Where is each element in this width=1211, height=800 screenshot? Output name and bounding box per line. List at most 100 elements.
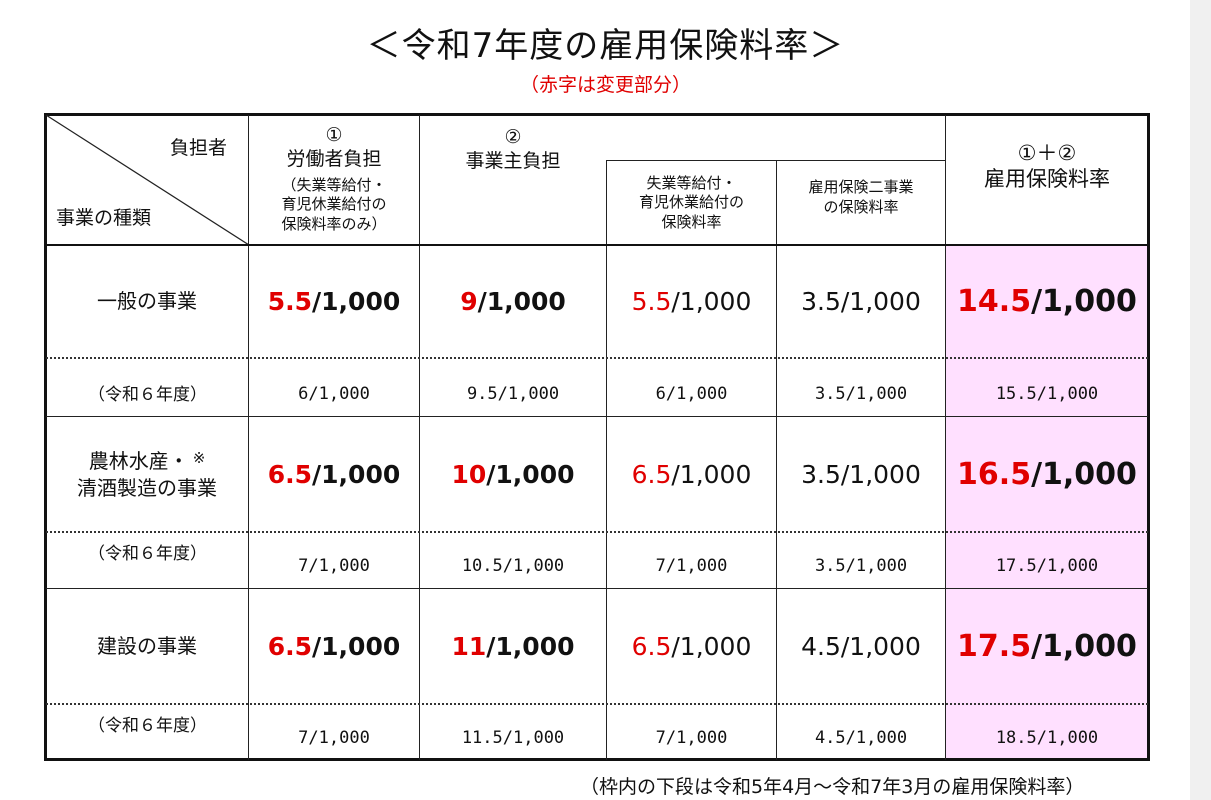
- rate-cell: 10/1,000: [420, 418, 606, 531]
- prev-rate-cell: 3.5/1,000: [814, 384, 908, 404]
- prev-rate-cell: 6/1,000: [298, 384, 370, 404]
- prev-rate-cell: 11.5/1,000: [461, 728, 565, 748]
- rate-changed-part: 6.5: [267, 460, 313, 489]
- page-subtitle: （赤字は変更部分）: [519, 74, 691, 96]
- prev-rate-cell: 18.5/1,000: [995, 728, 1099, 748]
- row-divider: [46, 416, 1148, 417]
- rate-cell: 4.5/1,000: [777, 590, 945, 703]
- row-label-agriculture-line-2: 清酒製造の事業: [77, 475, 217, 500]
- prev-rate-cell: 9.5/1,000: [466, 384, 560, 404]
- rate-rest-part: /1,000: [477, 287, 566, 316]
- header-employer-num: ②: [504, 126, 522, 148]
- rate-changed-part: 17.5: [957, 629, 1032, 664]
- page-edge-strip: [1190, 0, 1211, 800]
- row-label-agriculture: 農林水産・ ※ 清酒製造の事業: [46, 418, 248, 531]
- rate-cell: 9/1,000: [420, 246, 606, 357]
- rate-rest-part: /1,000: [671, 287, 752, 316]
- rate-changed-part: 5.5: [631, 287, 672, 316]
- prev-year-label: （令和６年度）: [88, 385, 207, 405]
- rate-cell: 5.5/1,000: [249, 246, 419, 357]
- subheader-line: [606, 160, 946, 161]
- header-unemployment-line-3: 保険料率: [661, 212, 722, 231]
- col-divider: [945, 115, 946, 760]
- rate-rest-part: 3.5/1,000: [801, 287, 921, 316]
- prev-year-label: （令和６年度）: [88, 544, 207, 564]
- header-unemployment-line-1: 失業等給付・: [646, 173, 737, 192]
- rate-cell: 6.5/1,000: [249, 590, 419, 703]
- rate-changed-part: 14.5: [957, 284, 1032, 319]
- total-column-highlight: [946, 245, 1148, 759]
- row-label-construction: 建設の事業: [97, 634, 197, 658]
- rate-rest-part: /1,000: [1031, 629, 1137, 664]
- prev-rate-cell: 17.5/1,000: [995, 556, 1099, 576]
- rate-cell: 6.5/1,000: [607, 590, 776, 703]
- prev-rate-cell: 7/1,000: [655, 556, 728, 576]
- header-two-programs-line-2: の保険料率: [823, 197, 899, 216]
- col-divider: [248, 115, 249, 760]
- rate-changed-part: 16.5: [957, 457, 1032, 492]
- prev-year-label: （令和６年度）: [88, 716, 207, 736]
- rate-rest-part: /1,000: [486, 460, 575, 489]
- header-burden-label: 負担者: [170, 137, 228, 159]
- rate-changed-part: 6.5: [631, 632, 672, 661]
- col-divider: [776, 160, 777, 760]
- rate-rest-part: /1,000: [1031, 457, 1137, 492]
- header-worker-note-1: （失業等給付・: [281, 175, 387, 194]
- header-total-rate: ①＋② 雇用保険料率: [946, 140, 1148, 220]
- row-label-note-mark: ※: [192, 448, 206, 467]
- rate-cell: 11/1,000: [420, 590, 606, 703]
- header-worker-num: ①: [325, 124, 343, 146]
- rate-cell: 5.5/1,000: [607, 246, 776, 357]
- header-business-type-label: 事業の種類: [56, 207, 152, 229]
- total-rate-cell: 16.5/1,000: [946, 418, 1148, 531]
- rate-cell: 3.5/1,000: [777, 246, 945, 357]
- rate-changed-part: 6.5: [631, 460, 672, 489]
- corner-diagonal: [46, 115, 249, 245]
- header-two-programs-rate: 雇用保険二事業 の保険料率: [777, 162, 945, 244]
- header-worker-burden: ① 労働者負担 （失業等給付・ 育児休業給付の 保険料率のみ）: [249, 124, 419, 244]
- prev-rate-cell: 7/1,000: [298, 728, 370, 748]
- rate-changed-part: 5.5: [267, 287, 313, 316]
- rate-table: [44, 113, 1150, 761]
- rate-rest-part: /1,000: [1031, 284, 1137, 319]
- prev-rate-cell: 4.5/1,000: [814, 728, 908, 748]
- row-divider-dotted: [46, 703, 1148, 705]
- footnote: （枠内の下段は令和5年4月～令和7年3月の雇用保険料率）: [580, 776, 1085, 798]
- rate-cell: 6.5/1,000: [249, 418, 419, 531]
- rate-rest-part: /1,000: [671, 632, 752, 661]
- rate-rest-part: /1,000: [486, 632, 575, 661]
- rate-changed-part: 10: [451, 460, 487, 489]
- row-label-agriculture-line-1: 農林水産・ ※: [89, 448, 206, 475]
- header-bottom-line: [46, 244, 1148, 246]
- page-title: ＜令和7年度の雇用保険料率＞: [366, 26, 845, 66]
- prev-rate-cell: 7/1,000: [298, 556, 370, 576]
- header-employer-burden: ② 事業主負担: [420, 126, 606, 186]
- header-total-title: 雇用保険料率: [984, 167, 1110, 192]
- header-worker-note-3: 保険料率のみ）: [281, 214, 387, 233]
- rate-rest-part: /1,000: [312, 460, 401, 489]
- prev-rate-cell: 6/1,000: [655, 384, 728, 404]
- rate-rest-part: 3.5/1,000: [801, 460, 921, 489]
- header-employer-title: 事業主負担: [465, 149, 561, 172]
- header-worker-title: 労働者負担: [286, 147, 382, 170]
- header-total-num: ①＋②: [1017, 141, 1077, 165]
- rate-cell: 3.5/1,000: [777, 418, 945, 531]
- prev-rate-cell: 10.5/1,000: [461, 556, 565, 576]
- rate-changed-part: 9: [460, 287, 478, 316]
- rate-rest-part: 4.5/1,000: [801, 632, 921, 661]
- rate-changed-part: 11: [451, 632, 487, 661]
- row-label-general: 一般の事業: [97, 289, 197, 313]
- total-rate-cell: 14.5/1,000: [946, 246, 1148, 357]
- row-divider-dotted: [46, 531, 1148, 533]
- row-label-agriculture-text-1: 農林水産・: [88, 448, 189, 473]
- header-unemployment-line-2: 育児休業給付の: [638, 193, 744, 212]
- prev-rate-cell: 3.5/1,000: [814, 556, 908, 576]
- header-two-programs-line-1: 雇用保険二事業: [808, 178, 914, 196]
- row-divider: [46, 588, 1148, 589]
- rate-cell: 6.5/1,000: [607, 418, 776, 531]
- rate-rest-part: /1,000: [312, 632, 401, 661]
- header-worker-note-2: 育児休業給付の: [281, 195, 387, 213]
- rate-changed-part: 6.5: [267, 632, 313, 661]
- rate-rest-part: /1,000: [312, 287, 401, 316]
- rate-rest-part: /1,000: [671, 460, 752, 489]
